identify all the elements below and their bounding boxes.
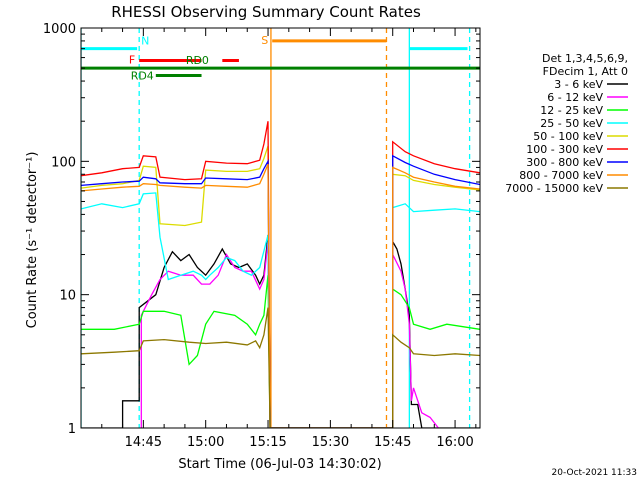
timestamp: 20-Oct-2021 11:33 xyxy=(552,468,637,478)
axes: 14:45 15:00 15:15 15:30 15:45 16:00 1 10 100 1000 xyxy=(43,22,481,450)
x-tick-label-2: 15:15 xyxy=(249,435,286,450)
y-tick-label-3: 1000 xyxy=(43,22,76,37)
legend-label-5: 100 - 300 keV xyxy=(526,143,603,156)
series-line-3 xyxy=(81,192,480,428)
legend-label-4: 50 - 100 keV xyxy=(533,130,603,143)
state-label-n: N xyxy=(141,35,149,48)
x-tick-label-3: 15:30 xyxy=(312,435,349,450)
x-tick-label-4: 15:45 xyxy=(374,435,411,450)
series-line-4 xyxy=(81,145,480,428)
state-label-rd0: RD0 xyxy=(186,54,209,67)
state-label-f: F xyxy=(129,54,135,67)
series-line-5 xyxy=(81,121,480,428)
series-line-2 xyxy=(81,275,480,428)
series-line-7 xyxy=(81,164,480,428)
series-line-8 xyxy=(81,307,480,428)
y-tick-label-2: 100 xyxy=(51,155,76,170)
legend-label-7: 800 - 7000 keV xyxy=(519,169,603,182)
y-tick-label-1: 10 xyxy=(59,289,76,304)
legend: Det 1,3,4,5,6,9,FDecim 1, Att 03 - 6 keV… xyxy=(505,52,628,195)
state-label-s: S xyxy=(261,34,268,47)
series-line-1 xyxy=(140,241,439,428)
x-tick-label-1: 15:00 xyxy=(187,435,224,450)
plot-frame xyxy=(80,27,481,429)
x-axis-label: Start Time (06-Jul-03 14:30:02) xyxy=(178,457,381,472)
legend-header-1: FDecim 1, Att 0 xyxy=(543,65,628,78)
legend-header-0: Det 1,3,4,5,6,9, xyxy=(542,52,628,65)
legend-label-2: 12 - 25 keV xyxy=(540,104,603,117)
legend-label-8: 7000 - 15000 keV xyxy=(505,182,603,195)
legend-label-6: 300 - 800 keV xyxy=(526,156,603,169)
x-tick-label-5: 16:00 xyxy=(436,435,473,450)
legend-label-0: 3 - 6 keV xyxy=(554,78,603,91)
series-line-6 xyxy=(81,154,480,428)
state-label-rd4: RD4 xyxy=(131,70,154,83)
chart-title: RHESSI Observing Summary Count Rates xyxy=(111,3,421,21)
legend-label-3: 25 - 50 keV xyxy=(540,117,603,130)
plot-area xyxy=(81,28,480,428)
x-tick-label-0: 14:45 xyxy=(125,435,162,450)
legend-label-1: 6 - 12 keV xyxy=(547,91,603,104)
y-tick-label-0: 1 xyxy=(68,422,76,437)
y-axis-label: Count Rate (s⁻¹ detector⁻¹) xyxy=(25,152,40,329)
